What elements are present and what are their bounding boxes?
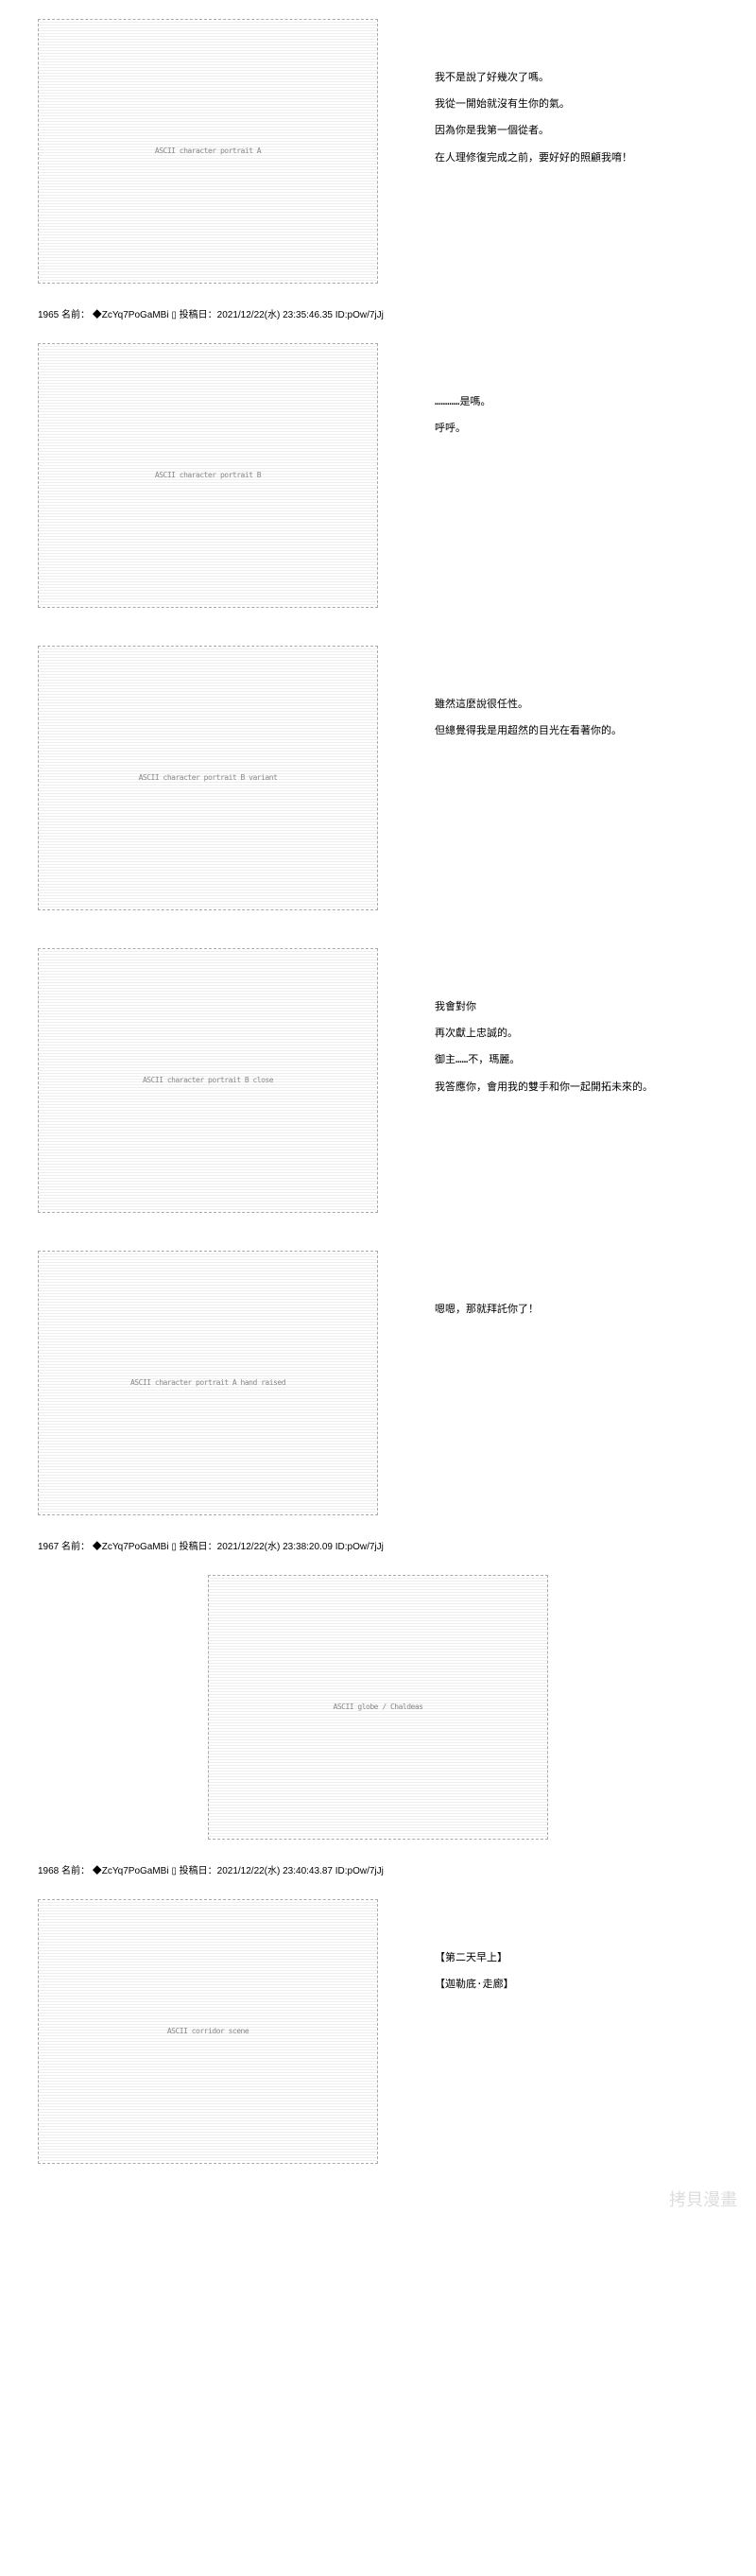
dialogue-line: 但總覺得我是用超然的目光在看著你的。: [435, 719, 718, 742]
dialogue-block-4: 我會對你 再次獻上忠誠的。 御主……不，瑪麗。 我答應你，會用我的雙手和你一起開…: [378, 948, 718, 1102]
dialogue-line: 【第二天早上】: [435, 1946, 718, 1969]
ascii-art-5: ASCII character portrait A hand raised: [38, 1251, 378, 1515]
dialogue-line: 因為你是我第一個從者。: [435, 119, 718, 142]
post-meta-1965: 1965 名前： ◆ZcYq7PoGaMBi ▯ 投稿日：2021/12/22(…: [0, 303, 756, 324]
dialogue-block-2: …………是嗎。 呼呼。: [378, 343, 718, 443]
watermark: 拷貝漫畫: [669, 2187, 737, 2211]
panel-6: ASCII globe / Chaldeas: [0, 1556, 756, 1859]
dialogue-line: 我答應你，會用我的雙手和你一起開拓未來的。: [435, 1076, 718, 1098]
dialogue-line: 再次獻上忠誠的。: [435, 1022, 718, 1045]
ascii-art-2: ASCII character portrait B: [38, 343, 378, 608]
ascii-art-7: ASCII corridor scene: [38, 1899, 378, 2164]
dialogue-line: 在人理修復完成之前，要好好的照顧我唷！: [435, 147, 718, 169]
panel-5: ASCII character portrait A hand raised 嗯…: [0, 1232, 756, 1534]
dialogue-line: 嗯嗯，那就拜託你了！: [435, 1298, 718, 1321]
post-meta-1968: 1968 名前： ◆ZcYq7PoGaMBi ▯ 投稿日：2021/12/22(…: [0, 1859, 756, 1880]
dialogue-line: 御主……不，瑪麗。: [435, 1048, 718, 1071]
ascii-art-1: ASCII character portrait A: [38, 19, 378, 284]
dialogue-line: 雖然這麼說很任性。: [435, 693, 718, 716]
dialogue-line: …………是嗎。: [435, 390, 718, 413]
ascii-art-4: ASCII character portrait B close: [38, 948, 378, 1213]
ascii-art-3: ASCII character portrait B variant: [38, 646, 378, 910]
ascii-art-6: ASCII globe / Chaldeas: [208, 1575, 548, 1840]
dialogue-block-3: 雖然這麼說很任性。 但總覺得我是用超然的目光在看著你的。: [378, 646, 718, 746]
panel-7: ASCII corridor scene 【第二天早上】 【迦勒底·走廊】: [0, 1880, 756, 2221]
dialogue-block-1: 我不是說了好幾次了嗎。 我從一開始就沒有生你的氣。 因為你是我第一個從者。 在人…: [378, 19, 718, 173]
dialogue-line: 【迦勒底·走廊】: [435, 1973, 718, 1996]
dialogue-block-5: 嗯嗯，那就拜託你了！: [378, 1251, 718, 1324]
panel-1: ASCII character portrait A 我不是說了好幾次了嗎。 我…: [0, 0, 756, 303]
panel-4: ASCII character portrait B close 我會對你 再次…: [0, 929, 756, 1232]
panel-2: ASCII character portrait B …………是嗎。 呼呼。: [0, 324, 756, 627]
dialogue-line: 呼呼。: [435, 417, 718, 440]
dialogue-line: 我會對你: [435, 995, 718, 1018]
dialogue-line: 我從一開始就沒有生你的氣。: [435, 93, 718, 115]
panel-3: ASCII character portrait B variant 雖然這麼說…: [0, 627, 756, 929]
post-meta-1967: 1967 名前： ◆ZcYq7PoGaMBi ▯ 投稿日：2021/12/22(…: [0, 1534, 756, 1556]
dialogue-block-7: 【第二天早上】 【迦勒底·走廊】: [378, 1899, 718, 1999]
dialogue-line: 我不是說了好幾次了嗎。: [435, 66, 718, 89]
